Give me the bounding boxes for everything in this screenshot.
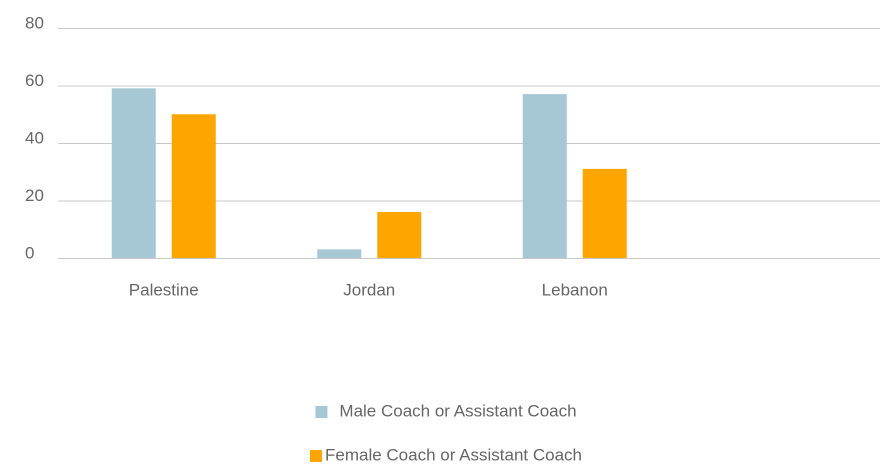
- legend-label: Male Coach or Assistant Coach: [339, 401, 576, 420]
- y-tick-label: 60: [25, 71, 44, 90]
- x-tick-label: Jordan: [343, 280, 395, 299]
- legend-swatch: [315, 406, 328, 418]
- x-tick-label: Lebanon: [542, 280, 608, 299]
- bar: [111, 88, 156, 258]
- y-tick-label: 20: [25, 186, 44, 205]
- y-tick-label: 80: [25, 13, 44, 32]
- y-tick-label: 0: [25, 243, 34, 262]
- bar: [171, 114, 216, 258]
- bar: [317, 249, 362, 258]
- legend-label: Female Coach or Assistant Coach: [325, 445, 582, 464]
- legend-swatch: [309, 450, 322, 462]
- bar: [377, 212, 422, 258]
- y-tick-label: 40: [25, 128, 44, 147]
- bar: [582, 168, 627, 258]
- x-tick-label: Palestine: [129, 280, 199, 299]
- bar: [522, 94, 567, 258]
